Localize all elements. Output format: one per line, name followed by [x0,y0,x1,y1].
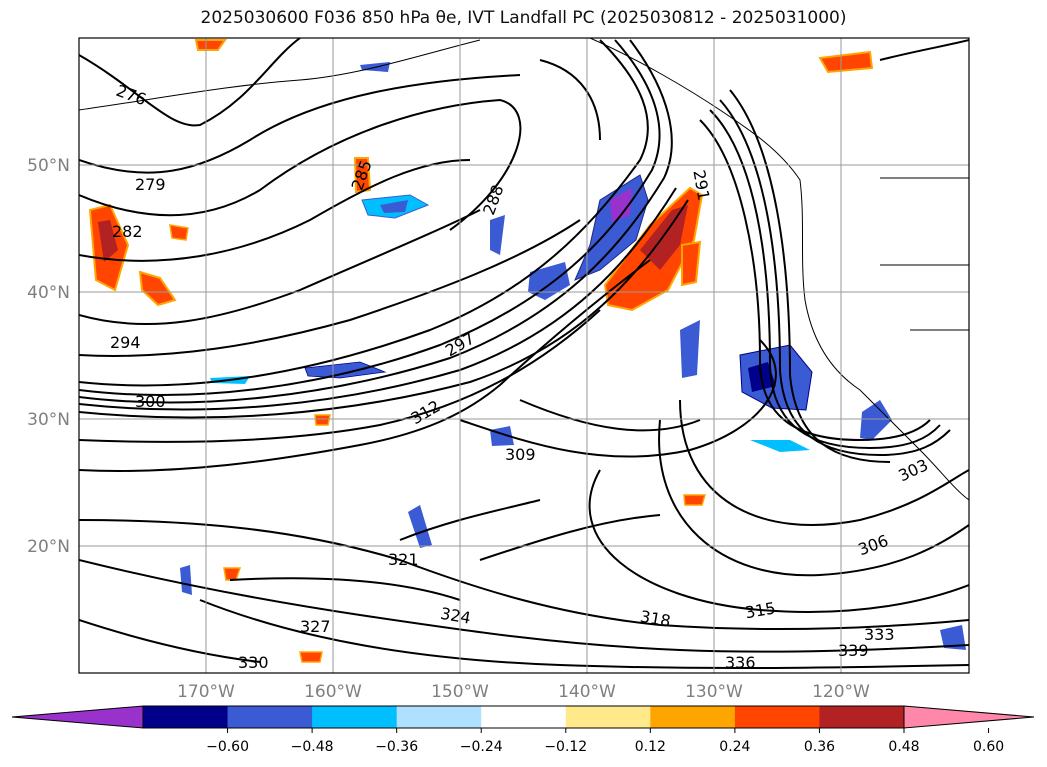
theta-e-contours [79,38,969,670]
lon-label: 130°W [685,682,743,702]
colorbar-cell [312,706,398,728]
colorbar-tick-label: −0.24 [460,739,503,755]
lat-label: 30°N [27,410,70,430]
colorbar-cell [481,706,567,728]
colorbar-tick-label: −0.60 [206,739,249,755]
colorbar-tick-label: 0.36 [804,739,835,755]
colorbar-tick-label: 0.12 [635,739,666,755]
colorbar-frame [142,705,905,729]
longitude-labels: 170°W 160°W 150°W 140°W 130°W 120°W [177,682,870,702]
colorbar-tick-label: −0.48 [291,739,334,755]
colorbar-tick-label: 0.60 [973,739,1004,755]
colorbar-cell [143,706,229,728]
colorbar-cell [227,706,313,728]
contour-label: 309 [505,445,536,464]
lon-label: 170°W [177,682,235,702]
colorbar-extend-left [11,705,144,729]
colorbar-cell [396,706,482,728]
colorbar-extend-right [903,705,1035,729]
lon-label: 120°W [812,682,870,702]
colorbar-tick-label: 0.24 [719,739,750,755]
colorbar: −0.60 −0.48 −0.36 −0.24 −0.12 0.12 0.24 0.36 0.4… [11,705,1035,755]
contour-label: 336 [725,653,756,672]
contour-label: 339 [838,641,869,660]
contour-label: 282 [112,222,143,241]
colorbar-cell [734,706,820,728]
lon-label: 140°W [558,682,616,702]
lat-label: 50°N [27,156,70,176]
contour-label: 321 [388,550,419,569]
colorbar-cell [819,706,905,728]
graticule [79,38,969,673]
contour-label: 333 [864,625,895,644]
map-title: 2025030600 F036 850 hPa θe, IVT Landfall… [200,8,847,28]
latitude-labels: 50°N 40°N 30°N 20°N [27,156,70,557]
lat-label: 20°N [27,537,70,557]
colorbar-tick-label: −0.12 [544,739,587,755]
lon-label: 160°W [304,682,362,702]
contour-label: 300 [135,392,166,411]
map-area [79,38,969,673]
lat-label: 40°N [27,283,70,303]
colorbar-tick-label: 0.48 [888,739,919,755]
contour-label: 279 [135,175,166,194]
colorbar-cell [650,706,736,728]
lon-label: 150°W [431,682,489,702]
coastlines [79,38,969,501]
colorbar-tick-label: −0.36 [375,739,418,755]
contour-label: 327 [300,617,331,636]
contour-label: 294 [110,333,141,352]
contour-label: 330 [238,653,269,672]
map-frame [78,37,970,674]
colorbar-cell [565,706,651,728]
